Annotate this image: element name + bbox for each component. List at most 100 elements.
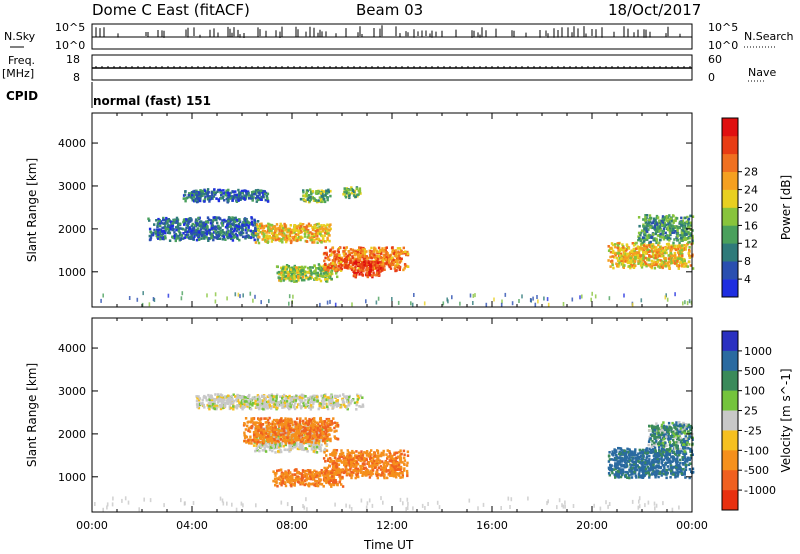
echo-cell — [348, 255, 351, 259]
echo-cell — [324, 240, 328, 243]
echo-cell — [287, 274, 290, 278]
echo-cell — [329, 403, 333, 407]
echo-cell — [391, 246, 394, 249]
echo-cell — [297, 238, 300, 241]
echo-cell — [323, 259, 326, 263]
echo-cell — [298, 446, 301, 449]
echo-cell — [660, 250, 663, 254]
echo-cell — [388, 260, 391, 264]
echo-cell — [326, 437, 330, 440]
echo-cell — [297, 279, 300, 282]
echo-cell — [274, 229, 277, 232]
echo-cell — [232, 197, 235, 200]
echo-cell — [203, 237, 206, 240]
echo-cell — [681, 261, 684, 264]
ground-speckle — [547, 302, 550, 307]
echo-cell — [313, 241, 316, 244]
echo-cell — [390, 256, 394, 260]
echo-cell — [268, 430, 271, 433]
echo-cell — [383, 268, 386, 271]
echo-cell — [311, 405, 315, 409]
echo-cell — [357, 252, 360, 256]
echo-cell — [259, 404, 262, 407]
echo-cell — [173, 219, 176, 222]
echo-cell — [251, 404, 254, 407]
echo-cell — [670, 247, 674, 251]
echo-cell — [163, 222, 166, 225]
echo-cell — [246, 190, 250, 193]
echo-cell — [175, 228, 178, 232]
echo-cell — [681, 239, 684, 242]
echo-cell — [645, 238, 648, 241]
echo-cell — [656, 216, 660, 219]
echo-cell — [338, 261, 341, 265]
echo-cell — [254, 399, 257, 403]
echo-cell — [394, 249, 397, 252]
echo-cell — [623, 254, 627, 258]
echo-cell — [243, 396, 246, 399]
echo-cell — [611, 255, 614, 258]
echo-cell — [234, 196, 237, 199]
echo-cell — [385, 246, 388, 249]
echo-cell — [689, 228, 692, 231]
echo-cell — [317, 222, 320, 226]
echo-cell — [232, 399, 236, 403]
echo-cell — [210, 398, 214, 402]
echo-cell — [648, 254, 651, 258]
echo-cell — [263, 224, 266, 228]
ground-speckle — [423, 301, 426, 306]
echo-cell — [387, 258, 390, 262]
echo-cell — [651, 226, 655, 229]
echo-cell — [213, 404, 216, 408]
echo-cell — [335, 257, 338, 261]
echo-cell — [254, 241, 258, 244]
echo-cell — [655, 237, 658, 241]
echo-cell — [317, 232, 320, 235]
echo-cell — [383, 265, 386, 268]
echo-cell — [329, 248, 332, 252]
echo-cell — [326, 278, 329, 281]
echo-cell — [291, 436, 295, 439]
echo-cell — [321, 228, 324, 232]
echo-cell — [615, 256, 619, 260]
echo-cell — [235, 399, 238, 403]
echo-cell — [291, 443, 294, 446]
echo-cell — [634, 257, 637, 261]
echo-cell — [162, 231, 165, 234]
echo-cell — [305, 447, 309, 451]
echo-cell — [345, 190, 348, 193]
echo-cell — [287, 265, 290, 268]
echo-cell — [637, 238, 640, 242]
echo-cell — [365, 264, 369, 267]
echo-cell — [398, 268, 401, 271]
echo-cell — [241, 407, 244, 411]
echo-cell — [231, 190, 234, 193]
echo-cell — [340, 264, 344, 267]
echo-cell — [260, 402, 264, 406]
echo-cell — [336, 399, 339, 402]
echo-cell — [688, 250, 691, 253]
echo-cell — [184, 221, 187, 225]
echo-cell — [294, 399, 298, 402]
echo-cell — [268, 231, 271, 234]
echo-cell — [251, 396, 254, 400]
ground-speckle — [493, 297, 495, 302]
echo-cell — [308, 400, 312, 404]
echo-cell — [214, 191, 218, 195]
echo-cell — [320, 394, 323, 398]
echo-cell — [244, 196, 248, 200]
echo-cell — [291, 235, 294, 239]
echo-cell — [305, 419, 309, 423]
echo-cell — [273, 226, 277, 229]
echo-cell — [247, 194, 251, 197]
echo-cell — [689, 224, 693, 227]
echo-cell — [154, 232, 158, 235]
echo-cell — [282, 419, 286, 422]
echo-cell — [182, 219, 186, 222]
echo-cell — [683, 259, 686, 262]
echo-cell — [301, 393, 304, 397]
echo-cell — [378, 264, 381, 268]
echo-cell — [325, 196, 329, 199]
echo-cell — [277, 270, 281, 274]
ground-speckle — [532, 296, 534, 301]
